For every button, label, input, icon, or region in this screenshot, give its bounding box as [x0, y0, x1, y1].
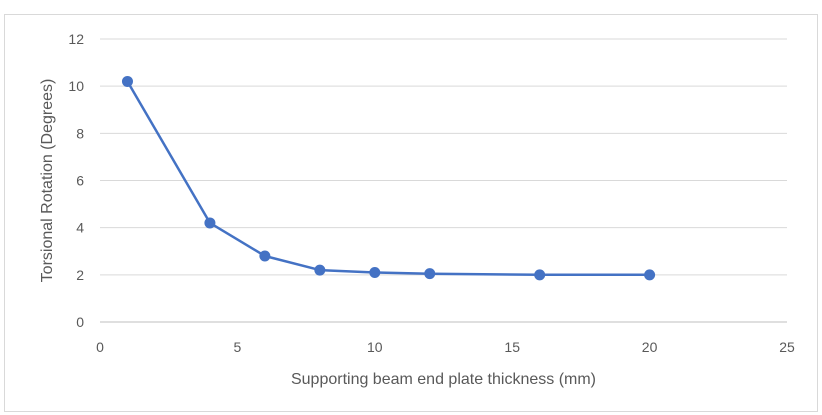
data-point-3 — [314, 264, 326, 276]
data-point-1 — [204, 217, 216, 229]
data-point-5 — [424, 268, 436, 280]
data-point-4 — [369, 266, 381, 278]
y-tick-label: 6 — [76, 173, 84, 189]
y-axis-title: Torsional Rotation (Degrees) — [39, 79, 56, 283]
x-tick-label: 0 — [96, 339, 104, 355]
chart-border — [4, 14, 818, 412]
data-point-7 — [644, 269, 656, 281]
data-point-0 — [121, 75, 133, 87]
x-tick-label: 10 — [367, 339, 383, 355]
x-tick-label: 25 — [779, 339, 795, 355]
gridlines — [100, 38, 787, 276]
y-tick-label: 12 — [68, 31, 84, 47]
data-point-2 — [259, 250, 271, 262]
y-tick-label: 10 — [68, 78, 84, 94]
x-tick-label: 15 — [504, 339, 520, 355]
y-tick-label: 4 — [76, 220, 84, 236]
y-tick-labels: 0 2 4 6 8 10 12 — [68, 31, 84, 330]
x-tick-label: 5 — [234, 339, 242, 355]
series-markers — [121, 75, 656, 281]
data-point-6 — [534, 269, 546, 281]
x-tick-label: 20 — [642, 339, 658, 355]
y-tick-label: 0 — [76, 314, 84, 330]
y-tick-label: 2 — [76, 267, 84, 283]
x-axis-title: Supporting beam end plate thickness (mm) — [291, 371, 596, 388]
series-line — [126, 80, 650, 277]
y-tick-label: 8 — [76, 125, 84, 141]
x-tick-labels: 0 5 10 15 20 25 — [96, 339, 795, 355]
